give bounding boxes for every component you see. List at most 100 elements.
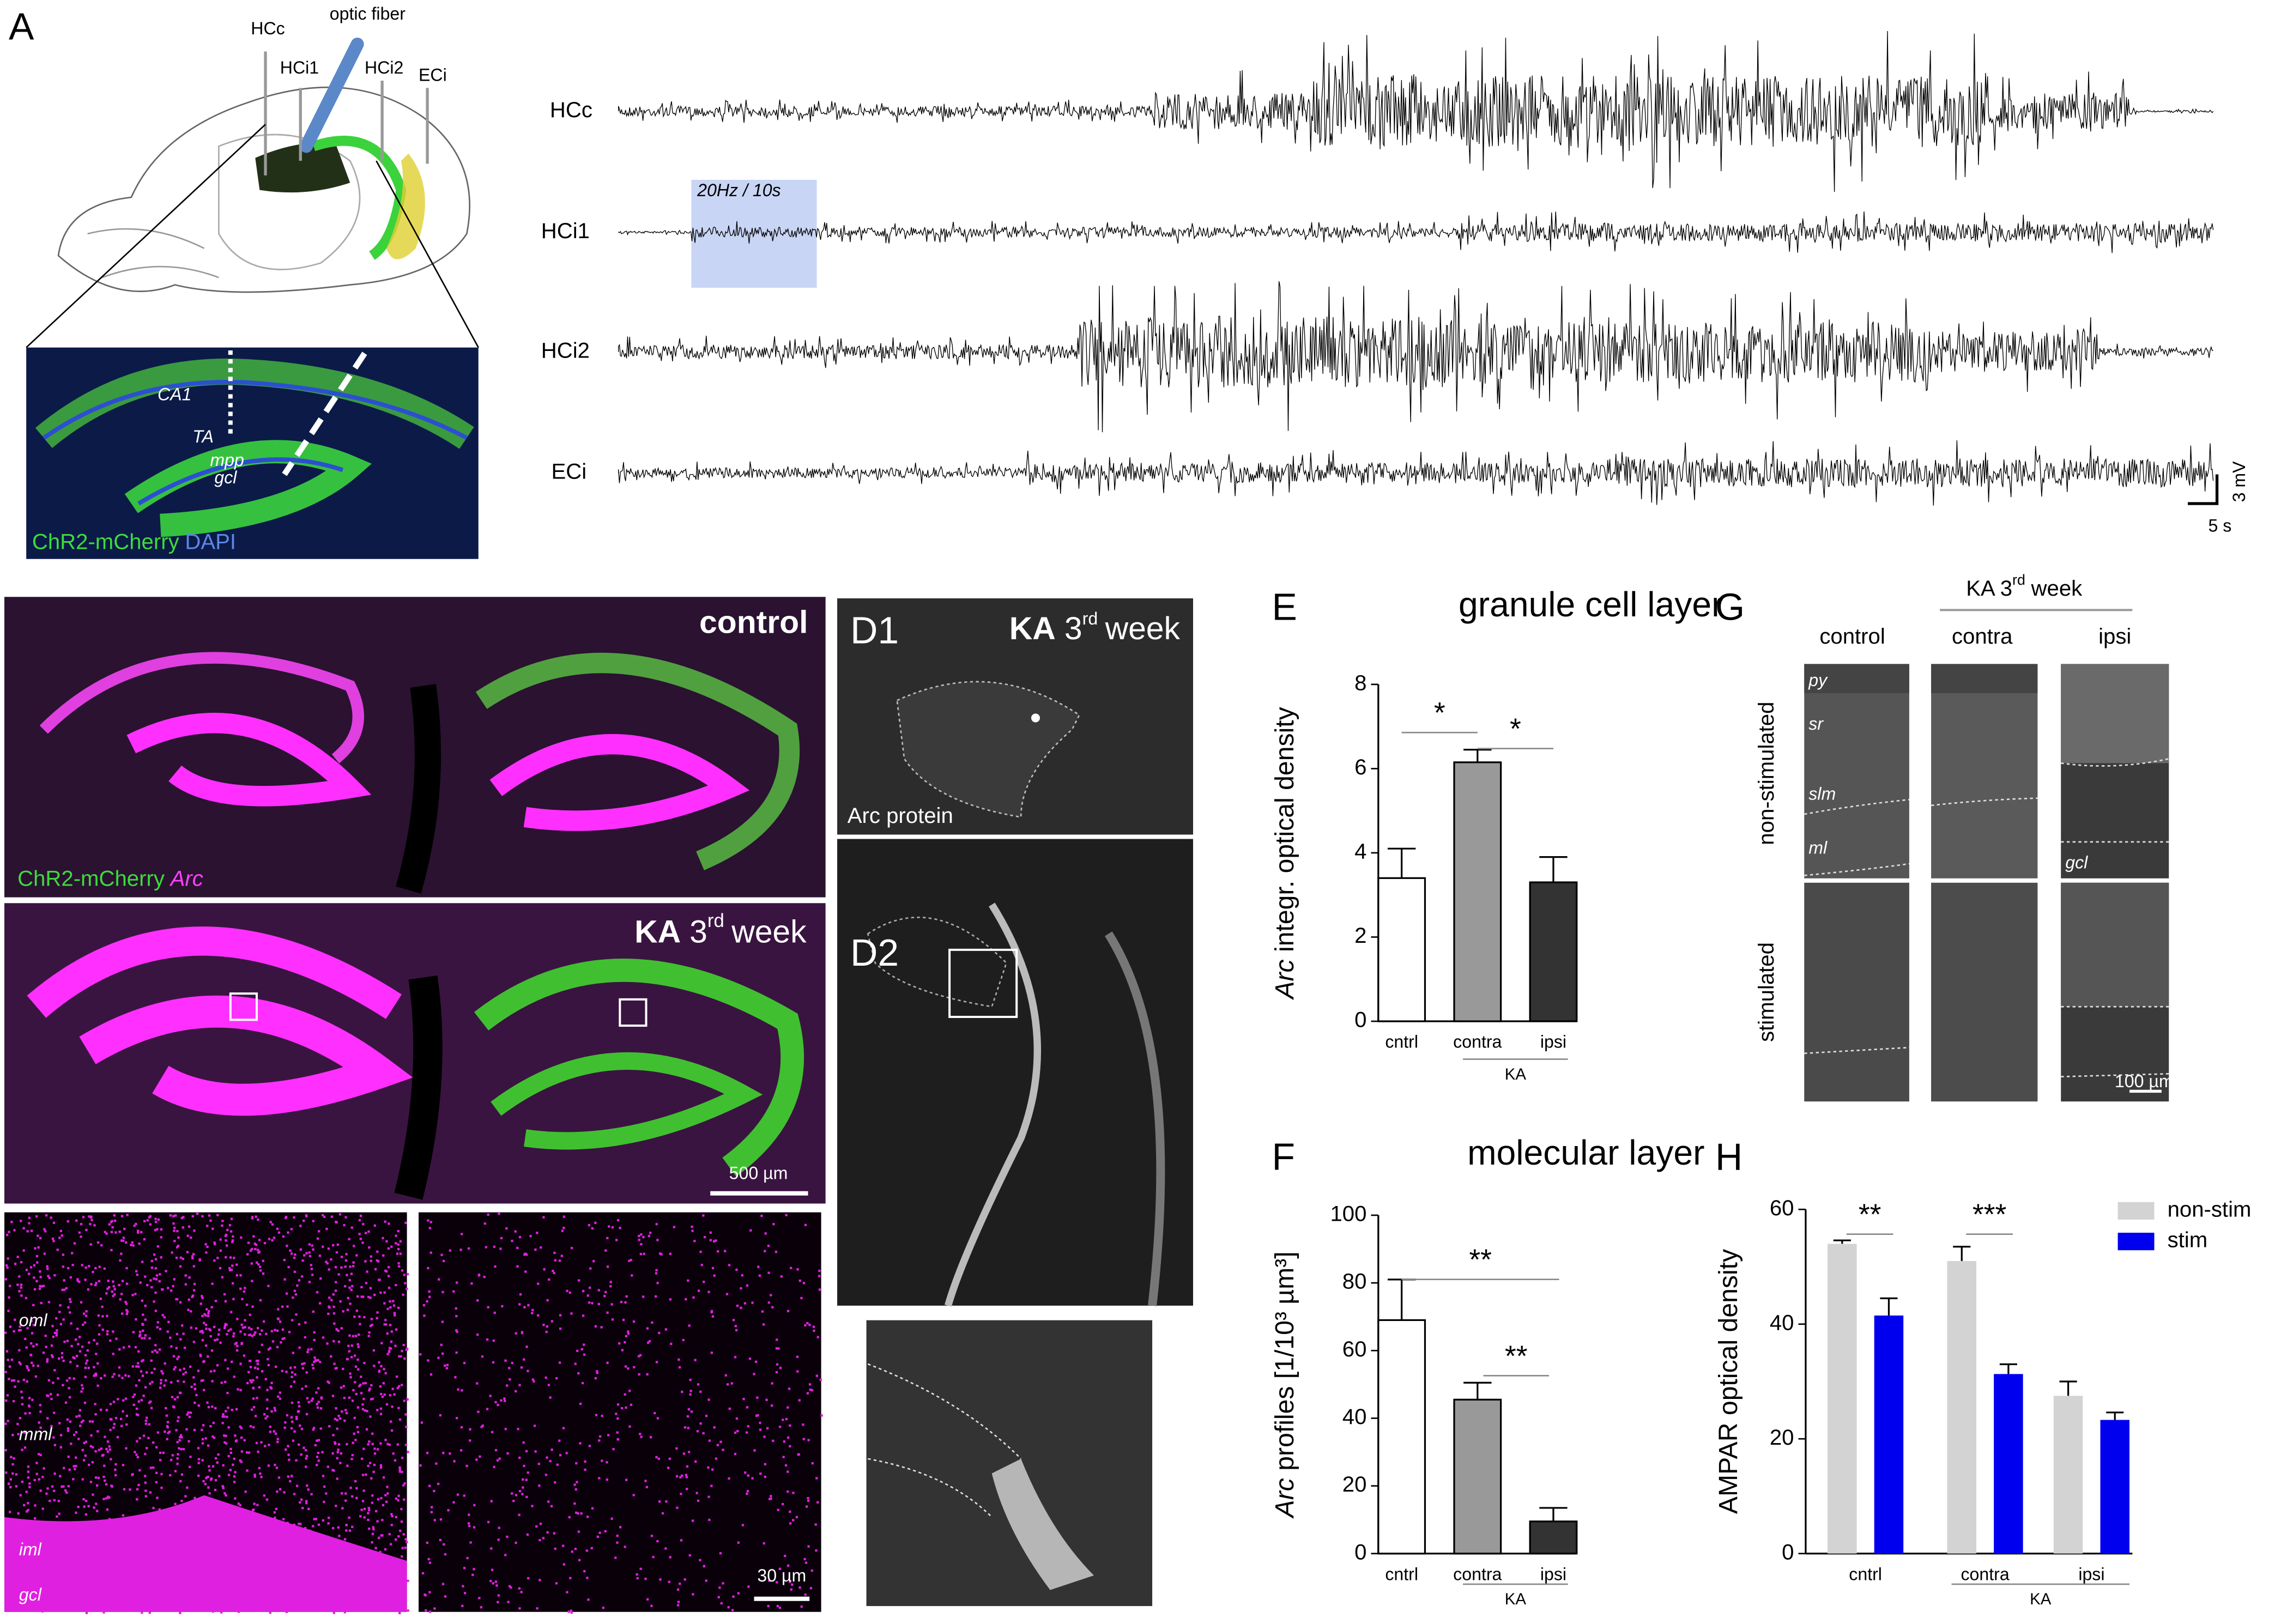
legend-label: non-stim — [2168, 1197, 2252, 1222]
punctum — [70, 1344, 73, 1348]
punctum — [113, 1422, 116, 1426]
punctum — [546, 1299, 549, 1302]
punctum — [162, 1451, 165, 1454]
punctum — [487, 1213, 489, 1216]
punctum — [797, 1453, 800, 1456]
punctum — [312, 1248, 314, 1251]
punctum — [481, 1355, 484, 1358]
punctum — [569, 1577, 572, 1579]
punctum — [616, 1541, 619, 1544]
punctum — [231, 1239, 234, 1242]
punctum — [154, 1217, 157, 1220]
punctum — [775, 1347, 778, 1350]
punctum — [395, 1234, 397, 1237]
punctum — [292, 1439, 295, 1442]
punctum — [87, 1288, 90, 1291]
punctum — [758, 1274, 761, 1277]
punctum — [487, 1520, 490, 1524]
punctum — [176, 1332, 179, 1336]
punctum — [687, 1408, 691, 1411]
punctum — [250, 1262, 253, 1265]
punctum — [35, 1472, 38, 1475]
punctum — [358, 1333, 360, 1336]
punctum — [19, 1494, 22, 1496]
punctum — [269, 1431, 272, 1433]
punctum — [77, 1438, 80, 1440]
punctum — [164, 1430, 166, 1433]
punctum — [749, 1229, 752, 1232]
punctum — [628, 1425, 631, 1428]
punctum — [314, 1444, 317, 1447]
punctum — [437, 1356, 440, 1359]
punctum — [316, 1403, 318, 1405]
punctum — [155, 1471, 158, 1474]
punctum — [423, 1593, 426, 1596]
punctum — [138, 1242, 141, 1245]
punctum — [264, 1417, 267, 1420]
punctum — [614, 1556, 617, 1559]
punctum — [5, 1471, 8, 1474]
punctum — [515, 1541, 517, 1544]
punctum — [344, 1499, 347, 1502]
punctum — [173, 1227, 176, 1229]
punctum — [583, 1343, 585, 1346]
punctum — [546, 1531, 549, 1534]
punctum — [135, 1413, 138, 1416]
punctum — [640, 1435, 643, 1438]
punctum — [108, 1448, 111, 1451]
punctum — [379, 1550, 382, 1554]
punctum — [43, 1228, 46, 1231]
punctum — [286, 1244, 288, 1247]
punctum — [742, 1397, 745, 1401]
punctum — [29, 1354, 32, 1356]
punctum — [428, 1591, 431, 1593]
punctum — [161, 1372, 164, 1375]
punctum — [142, 1434, 146, 1437]
punctum — [30, 1229, 33, 1232]
punctum — [350, 1272, 353, 1275]
punctum — [306, 1397, 308, 1399]
punctum — [189, 1456, 192, 1458]
punctum — [158, 1348, 161, 1351]
punctum — [10, 1456, 13, 1458]
punctum — [808, 1324, 811, 1326]
punctum — [245, 1304, 249, 1306]
punctum — [287, 1453, 290, 1456]
punctum — [62, 1253, 65, 1256]
punctum — [158, 1508, 161, 1511]
punctum — [137, 1414, 140, 1416]
punctum — [233, 1475, 236, 1478]
punctum — [69, 1396, 71, 1399]
punctum — [420, 1421, 423, 1424]
punctum — [359, 1238, 362, 1240]
punctum — [685, 1474, 687, 1476]
punctum — [576, 1481, 578, 1483]
punctum — [95, 1282, 98, 1284]
punctum — [149, 1223, 152, 1226]
punctum — [302, 1446, 305, 1449]
punctum — [9, 1325, 12, 1328]
punctum — [228, 1223, 232, 1227]
punctum — [676, 1604, 680, 1607]
punctum — [47, 1395, 50, 1397]
punctum — [697, 1383, 700, 1386]
punctum — [141, 1374, 144, 1377]
punctum — [268, 1444, 270, 1446]
punctum — [350, 1226, 353, 1229]
punctum — [76, 1278, 79, 1281]
punctum — [810, 1569, 813, 1572]
punctum — [317, 1523, 320, 1526]
punctum — [676, 1588, 680, 1591]
punctum — [185, 1428, 188, 1431]
punctum — [357, 1368, 360, 1371]
punctum — [51, 1354, 53, 1357]
punctum — [509, 1378, 511, 1381]
hippocampus — [255, 142, 350, 193]
punctum — [26, 1366, 29, 1370]
punctum — [285, 1215, 288, 1219]
punctum — [62, 1359, 65, 1362]
layer-label: sr — [1808, 714, 1824, 734]
punctum — [406, 1398, 409, 1401]
punctum — [681, 1390, 683, 1393]
punctum — [306, 1484, 308, 1487]
